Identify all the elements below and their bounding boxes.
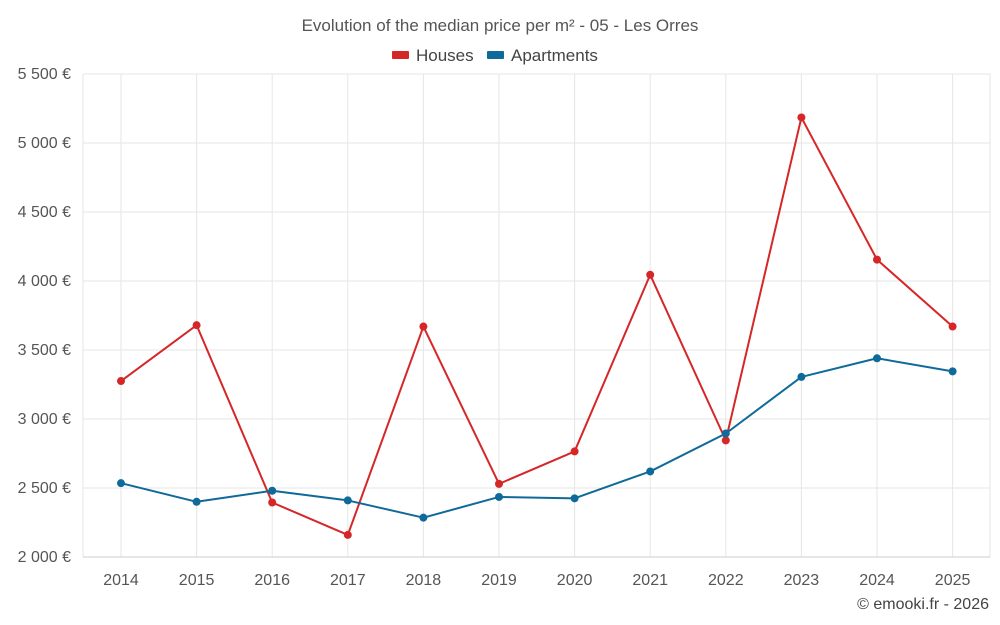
series-apartments <box>117 354 957 522</box>
legend-swatch-apartments <box>487 51 504 59</box>
x-tick-label: 2025 <box>935 572 971 589</box>
x-tick-label: 2021 <box>632 572 668 589</box>
x-tick-label: 2023 <box>784 572 820 589</box>
data-point-apartments[interactable] <box>646 467 655 476</box>
data-point-apartments[interactable] <box>343 496 352 505</box>
y-axis: 2 000 € 2 500 € 3 000 € 3 500 € 4 000 € 4 500… <box>18 66 71 566</box>
data-point-houses[interactable] <box>343 530 352 539</box>
data-point-apartments[interactable] <box>495 492 503 501</box>
x-tick-label: 2020 <box>557 572 593 589</box>
x-tick-label: 2014 <box>103 572 139 589</box>
y-tick-label: 5 000 € <box>18 135 71 152</box>
y-tick-label: 4 500 € <box>18 204 71 221</box>
chart-title: Evolution of the median price per m² - 0… <box>302 16 699 35</box>
data-point-houses[interactable] <box>495 479 503 488</box>
y-tick-label: 3 500 € <box>18 342 71 359</box>
data-point-apartments[interactable] <box>117 479 125 488</box>
data-point-apartments[interactable] <box>192 497 201 506</box>
x-tick-label: 2022 <box>708 572 744 589</box>
data-point-houses[interactable] <box>646 270 655 279</box>
x-tick-label: 2019 <box>481 572 517 589</box>
grid <box>82 73 991 558</box>
data-point-apartments[interactable] <box>268 486 277 495</box>
data-point-apartments[interactable] <box>797 372 806 381</box>
y-tick-label: 5 500 € <box>18 66 71 83</box>
y-tick-label: 2 000 € <box>18 549 71 566</box>
data-point-apartments[interactable] <box>419 513 428 522</box>
data-point-houses[interactable] <box>948 322 957 331</box>
x-tick-label: 2018 <box>406 572 442 589</box>
x-axis: 2014 2015 2016 2017 2018 2019 2020 2021 2022 2023… <box>83 556 990 589</box>
y-tick-label: 2 500 € <box>18 480 71 497</box>
series-line-houses <box>120 116 954 536</box>
series-layer <box>117 113 957 539</box>
data-point-houses[interactable] <box>192 321 201 330</box>
x-tick-label: 2024 <box>859 572 895 589</box>
y-tick-label: 3 000 € <box>18 411 71 428</box>
data-point-houses[interactable] <box>117 377 125 386</box>
y-tick-label: 4 000 € <box>18 273 71 290</box>
data-point-apartments[interactable] <box>948 367 957 376</box>
data-point-houses[interactable] <box>873 255 881 264</box>
legend-label-apartments: Apartments <box>511 46 598 65</box>
legend-item-apartments[interactable]: Apartments <box>487 46 598 65</box>
data-point-houses[interactable] <box>570 447 579 456</box>
data-point-houses[interactable] <box>268 498 277 507</box>
data-point-apartments[interactable] <box>873 354 881 363</box>
legend-label-houses: Houses <box>416 46 474 65</box>
legend-item-houses[interactable]: Houses <box>392 46 474 65</box>
legend: Houses Apartments <box>392 46 598 65</box>
data-point-apartments[interactable] <box>721 429 730 438</box>
x-tick-label: 2016 <box>254 572 290 589</box>
legend-swatch-houses <box>392 51 409 59</box>
data-point-apartments[interactable] <box>570 494 579 503</box>
series-houses <box>117 113 957 539</box>
x-tick-label: 2015 <box>179 572 215 589</box>
x-tick-label: 2017 <box>330 572 366 589</box>
credit-text: © emooki.fr - 2026 <box>857 596 989 613</box>
series-line-apartments <box>120 357 953 519</box>
data-point-houses[interactable] <box>419 322 428 331</box>
data-point-houses[interactable] <box>797 113 806 122</box>
data-point-houses[interactable] <box>721 436 730 445</box>
